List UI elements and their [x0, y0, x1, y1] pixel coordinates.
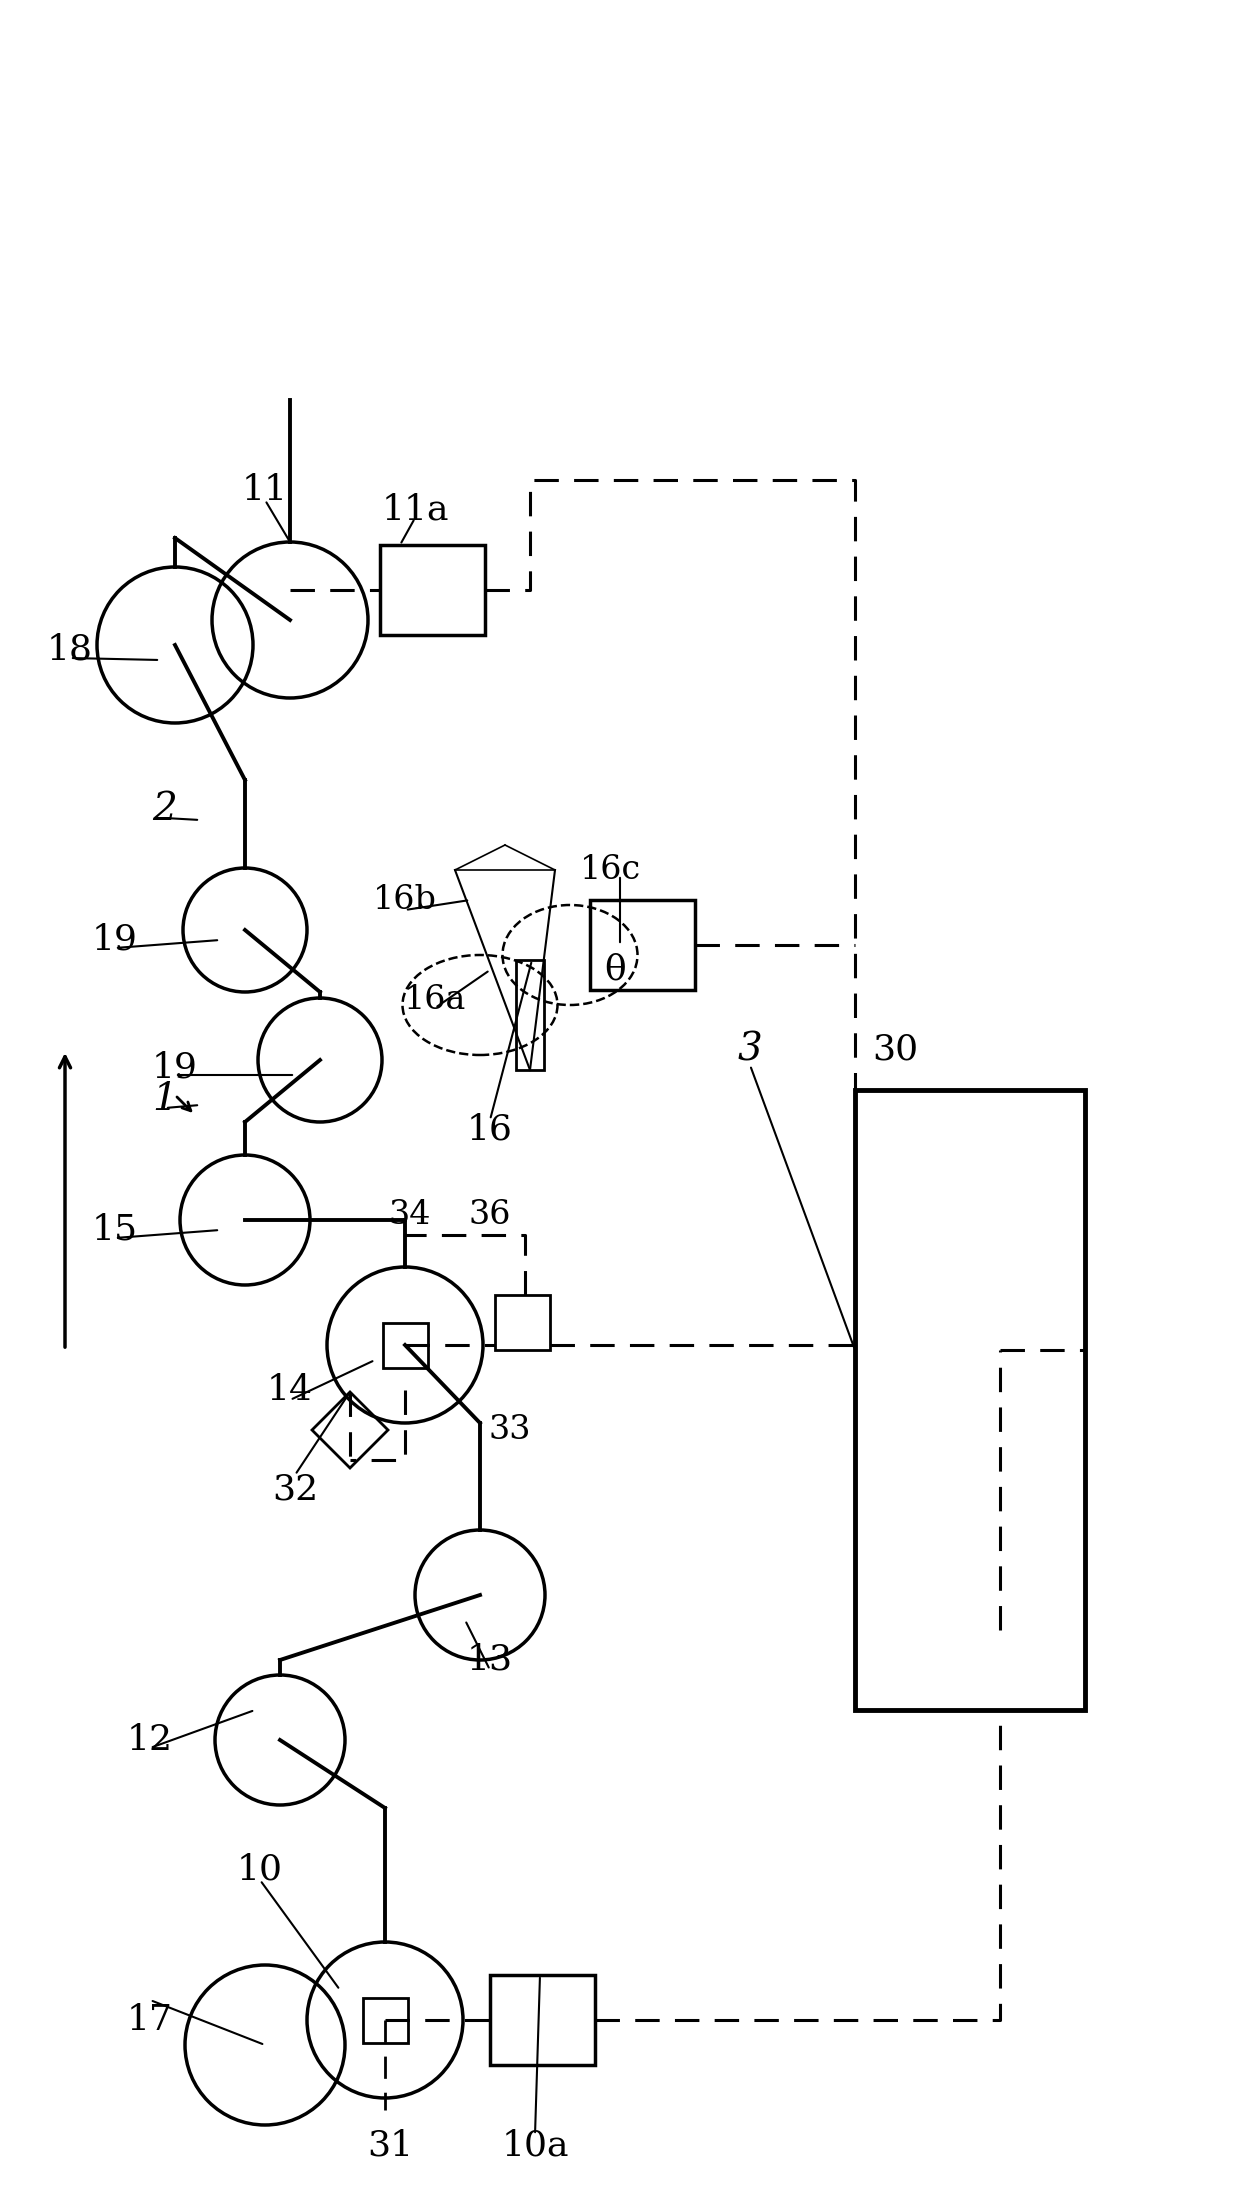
Text: 10: 10	[237, 1853, 284, 1888]
Text: 16c: 16c	[580, 854, 640, 887]
Text: 18: 18	[47, 632, 93, 667]
Text: 34: 34	[389, 1198, 431, 1231]
Text: 2: 2	[152, 792, 178, 828]
Bar	[381, 544, 485, 634]
Bar	[590, 900, 696, 990]
Text: 16b: 16b	[373, 885, 437, 915]
Bar	[495, 1295, 551, 1350]
Text: 33: 33	[489, 1414, 532, 1447]
Text: 16: 16	[467, 1113, 513, 1148]
Text: 1: 1	[152, 1082, 178, 1119]
Text: 36: 36	[469, 1198, 512, 1231]
Bar	[856, 1091, 1085, 1710]
Bar	[363, 1997, 407, 2044]
Bar	[490, 1976, 595, 2065]
Text: 19: 19	[92, 924, 137, 957]
Text: 11a: 11a	[382, 494, 449, 527]
Text: 32: 32	[272, 1473, 318, 1508]
Text: 12: 12	[127, 1723, 173, 1756]
Text: 14: 14	[267, 1374, 312, 1407]
Text: 11: 11	[242, 472, 289, 507]
Text: 3: 3	[737, 1032, 762, 1069]
Text: 19: 19	[152, 1051, 198, 1084]
Text: 30: 30	[872, 1034, 919, 1067]
Text: 16a: 16a	[403, 983, 466, 1016]
Text: θ: θ	[604, 953, 626, 988]
Text: 15: 15	[92, 1214, 139, 1247]
Text: 31: 31	[367, 2127, 413, 2162]
Text: 17: 17	[127, 2004, 173, 2037]
Bar	[517, 959, 544, 1069]
Text: 10a: 10a	[501, 2127, 568, 2162]
Bar	[383, 1324, 427, 1367]
Text: 13: 13	[467, 1644, 513, 1677]
